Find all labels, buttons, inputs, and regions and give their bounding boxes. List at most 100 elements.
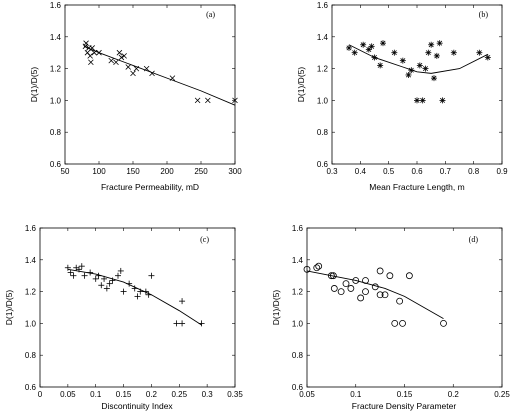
data-point xyxy=(113,59,119,66)
data-point xyxy=(101,275,108,282)
x-tick-label: 0.5 xyxy=(383,167,395,176)
y-tick-label: 1.6 xyxy=(25,224,37,233)
y-tick-label: 1.0 xyxy=(317,96,329,105)
data-point xyxy=(380,40,386,47)
y-tick-label: 1.0 xyxy=(25,319,37,328)
data-point xyxy=(371,54,378,61)
y-tick-label: 1.2 xyxy=(50,65,62,74)
x-tick-label: 0.3 xyxy=(202,390,214,399)
data-point xyxy=(78,263,85,270)
data-point xyxy=(83,40,89,46)
panel-label-c: (c) xyxy=(200,235,209,244)
data-point xyxy=(91,49,98,56)
fit-line xyxy=(67,268,202,326)
data-point xyxy=(169,75,176,81)
x-tick-label: 250 xyxy=(194,167,208,176)
data-point xyxy=(422,65,429,72)
data-point xyxy=(377,62,384,69)
data-point xyxy=(96,49,102,56)
data-point xyxy=(414,97,420,104)
x-tick-label: 0.1 xyxy=(350,390,362,399)
x-axis-label-c: Discontinuity Index xyxy=(101,401,173,411)
data-point xyxy=(357,294,365,302)
data-point xyxy=(106,280,113,287)
fit-line xyxy=(306,270,444,320)
data-point xyxy=(399,319,406,327)
data-point xyxy=(431,75,437,82)
ticks-b: 0.3 0.4 0.5 0.6 0.7 0.8 0.9 0.6 0.8 1.0 1.2 1.4 1.6 xyxy=(317,1,508,176)
data-point xyxy=(118,54,125,61)
data-point xyxy=(315,262,323,270)
data-point xyxy=(232,97,238,104)
data-point xyxy=(87,53,93,59)
data-point xyxy=(134,293,141,300)
points-a xyxy=(82,40,238,104)
x-tick-label: 0.2 xyxy=(448,390,460,399)
fit-d xyxy=(306,270,444,320)
data-point xyxy=(405,71,412,78)
x-tick-label: 0.25 xyxy=(494,390,510,399)
y-axis-label-a: D(1)/D(5) xyxy=(29,67,39,103)
y-tick-label: 0.8 xyxy=(25,351,37,360)
x-tick-label: 0.15 xyxy=(116,390,132,399)
data-point xyxy=(103,285,110,292)
data-point xyxy=(198,320,205,327)
panel-b: 0.3 0.4 0.5 0.6 0.7 0.8 0.90.60.81.01.21.41.6 … xyxy=(296,1,508,192)
data-point xyxy=(133,65,140,72)
data-point xyxy=(148,272,155,279)
panel-d: 0.05 0.1 0.15 0.2 0.25 0.6 0.8 1.0 1.2 1.4 1.6 (d)… xyxy=(271,224,510,411)
data-point xyxy=(330,285,338,292)
plot-frame-b xyxy=(331,4,503,165)
y-axis-label-b: D(1)/D(5) xyxy=(296,67,306,103)
data-point xyxy=(425,49,432,56)
data-point xyxy=(95,272,102,279)
data-point xyxy=(476,49,483,56)
y-tick-label: 1.6 xyxy=(292,224,304,233)
data-point xyxy=(98,282,105,289)
y-tick-label: 1.2 xyxy=(25,288,37,297)
data-point xyxy=(360,41,367,48)
plot-frame-a xyxy=(64,4,236,165)
data-point xyxy=(419,97,426,104)
x-tick-label: 0.3 xyxy=(326,167,338,176)
points-b xyxy=(346,40,491,104)
x-tick-label: 0.05 xyxy=(299,390,315,399)
data-point xyxy=(149,70,155,77)
y-tick-label: 0.6 xyxy=(50,160,62,169)
y-tick-label: 1.6 xyxy=(50,1,62,10)
x-tick-label: 0.35 xyxy=(227,390,243,399)
data-point xyxy=(450,49,457,56)
data-point xyxy=(81,272,88,279)
data-point xyxy=(342,280,350,288)
data-point xyxy=(131,285,138,292)
fit-line xyxy=(83,45,236,106)
data-point xyxy=(73,264,80,271)
y-tick-label: 1.0 xyxy=(50,96,62,105)
data-point xyxy=(92,275,99,282)
data-point xyxy=(439,97,446,104)
data-point xyxy=(362,277,369,284)
x-axis-label-d: Fracture Density Parameter xyxy=(352,401,457,411)
data-point xyxy=(194,97,201,104)
data-point xyxy=(67,269,74,276)
panel-label-a: (a) xyxy=(206,10,215,19)
data-point xyxy=(368,43,375,50)
data-point xyxy=(329,272,337,280)
y-tick-label: 1.4 xyxy=(317,33,329,42)
data-point xyxy=(142,288,149,295)
data-point xyxy=(64,264,71,271)
x-tick-label: 0.7 xyxy=(440,167,452,176)
x-tick-label: 150 xyxy=(126,167,140,176)
y-axis-label-d: D(1)/D(5) xyxy=(271,290,281,326)
data-point xyxy=(137,288,144,295)
data-point xyxy=(126,280,133,287)
y-tick-label: 0.6 xyxy=(292,383,304,392)
data-point xyxy=(70,272,77,279)
y-tick-label: 1.0 xyxy=(292,319,304,328)
x-tick-label: 0.9 xyxy=(496,167,508,176)
data-point xyxy=(386,272,394,280)
data-point xyxy=(428,41,435,48)
y-tick-label: 0.8 xyxy=(50,128,62,137)
x-tick-label: 0.1 xyxy=(90,390,102,399)
data-point xyxy=(347,285,355,292)
